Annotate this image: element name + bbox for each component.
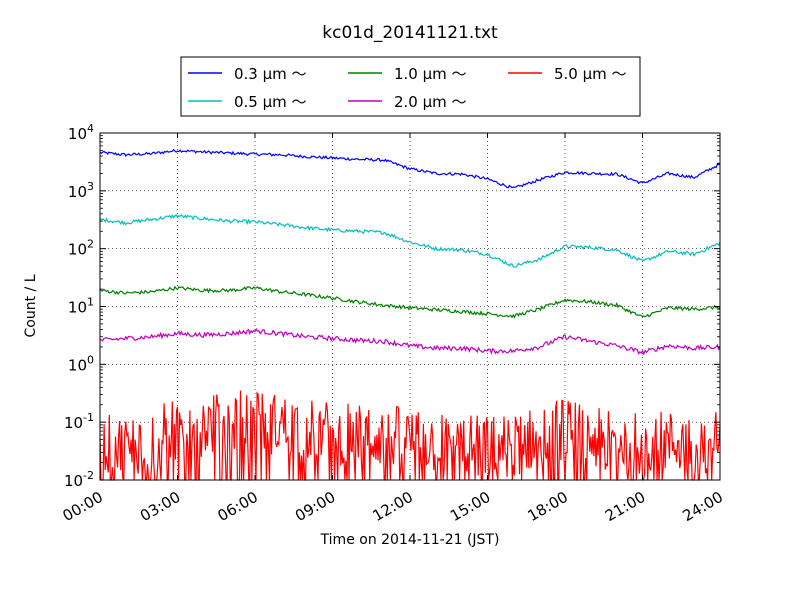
y-tick-label: 102 [68,238,94,259]
series-line [99,327,721,356]
y-axis-label: Count / L [23,274,39,337]
y-tick-label: 10-2 [64,469,94,490]
legend-label: 0.3 μm ～ [234,65,307,83]
legend-label: 1.0 μm ～ [394,65,467,83]
legend-frame [180,56,641,117]
x-axis-label: Time on 2014-11-21 (JST) [320,532,500,548]
series-line [99,214,721,268]
y-tick-label: 104 [68,122,94,143]
y-tick-label: 103 [68,180,94,201]
y-tick-label: 101 [68,296,94,317]
legend-label: 0.5 μm ～ [234,93,307,111]
series-line [99,285,721,319]
legend-label: 2.0 μm ～ [394,93,467,111]
chart-title: kc01d_20141121.txt [322,23,498,43]
grid [100,133,720,480]
y-tick-labels: 10-2 10-1 100 101 102 103 104 [64,122,94,490]
legend: 0.3 μm ～ 0.5 μm ～ 1.0 μm ～ 2.0 μm ～ 5.0 μm ～ [180,56,641,117]
legend-label: 5.0 μm ～ [554,65,627,83]
series-layer [99,148,721,481]
ticks [99,132,721,481]
y-tick-label: 10-1 [64,411,94,432]
y-tick-label: 100 [68,353,94,374]
series-line [99,148,721,189]
